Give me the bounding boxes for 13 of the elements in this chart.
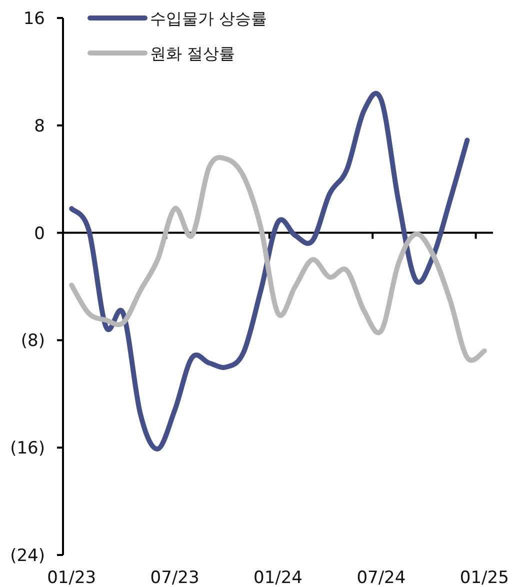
x-tick-label: 07/23 (150, 568, 200, 587)
x-tick-label: 07/24 (356, 568, 406, 587)
y-tick-label: (24) (10, 546, 45, 566)
y-tick-label: (8) (20, 331, 45, 352)
legend-label: 원화 절상률 (150, 44, 236, 63)
y-tick-label: 8 (34, 116, 45, 136)
legend-label: 수입물가 상승률 (150, 9, 268, 28)
x-tick-label: 01/23 (47, 568, 96, 587)
y-tick-label: 16 (23, 9, 45, 29)
y-tick-label: 0 (34, 224, 45, 244)
y-tick-label: (16) (10, 438, 45, 459)
x-tick-label: 01/24 (254, 568, 302, 587)
x-tick-label: 01/25 (460, 568, 509, 587)
